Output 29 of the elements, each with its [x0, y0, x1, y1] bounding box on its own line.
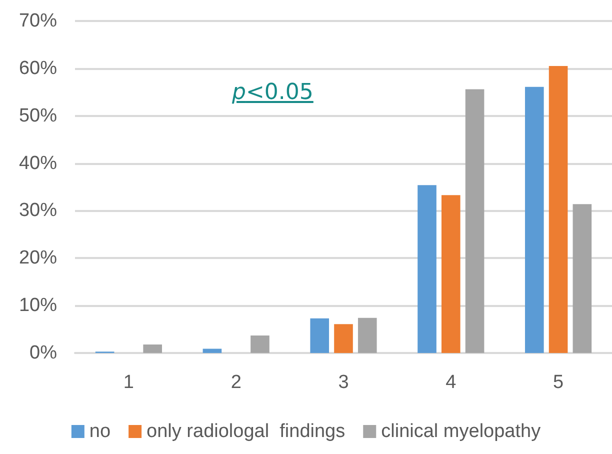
- x-tick-label: 3: [338, 372, 349, 393]
- y-tick-label: 20%: [18, 248, 58, 269]
- x-tick-label: 5: [553, 372, 564, 393]
- bar: [310, 318, 330, 353]
- bar: [202, 348, 222, 353]
- bar: [418, 185, 436, 353]
- bar: [358, 318, 377, 353]
- x-tick-label: 1: [123, 372, 134, 393]
- bar: [465, 89, 484, 353]
- y-tick-label: 60%: [18, 58, 58, 79]
- bar: [441, 195, 460, 353]
- annotation: p<0.05: [232, 80, 314, 105]
- x-tick-label: 2: [230, 372, 242, 393]
- y-tick-label: 0%: [30, 342, 58, 364]
- bar: [525, 86, 544, 353]
- bar: [143, 344, 162, 353]
- y-tick-label: 40%: [18, 152, 58, 174]
- bar: [250, 335, 270, 353]
- bar: [334, 324, 353, 353]
- y-tick-label: 70%: [18, 10, 58, 32]
- bar: [572, 204, 592, 353]
- bar: [548, 66, 568, 353]
- y-tick-label: 50%: [18, 105, 58, 126]
- legend-label: clinical myelopathy: [381, 421, 542, 442]
- legend-label: only radiologal findings: [146, 421, 346, 442]
- y-tick-label: 30%: [18, 200, 58, 222]
- legend-label: no: [89, 421, 111, 442]
- y-tick-label: 10%: [18, 295, 58, 316]
- x-tick-label: 4: [446, 372, 457, 393]
